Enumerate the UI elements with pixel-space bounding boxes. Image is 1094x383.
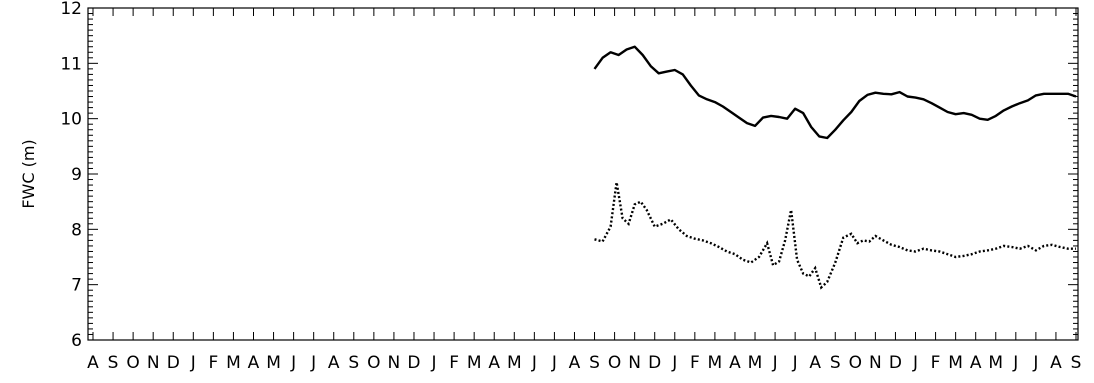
x-tick-label: S xyxy=(108,353,119,373)
x-tick-label: M xyxy=(708,353,723,373)
x-tick-label: A xyxy=(809,353,821,373)
x-tick-label: N xyxy=(869,353,882,373)
series-group xyxy=(593,45,1077,290)
x-tick-label: M xyxy=(748,353,763,373)
x-tick-label: M xyxy=(266,353,281,373)
x-tick-label: M xyxy=(948,353,963,373)
y-tick-label: 6 xyxy=(71,331,82,351)
y-tick-label: 8 xyxy=(71,220,82,240)
y-tick-label: 10 xyxy=(60,110,82,130)
y-tick-label: 9 xyxy=(71,165,82,185)
x-tick-label: A xyxy=(328,353,340,373)
x-tick-label: D xyxy=(648,353,661,373)
x-tick-label: A xyxy=(569,353,581,373)
x-tick-label: J xyxy=(531,353,537,373)
x-tick-label: M xyxy=(226,353,241,373)
x-tick-label: A xyxy=(87,353,99,373)
axis-ticks xyxy=(88,7,1078,341)
x-tick-label: O xyxy=(367,353,380,373)
x-tick-label: J xyxy=(290,353,296,373)
x-tick-label: J xyxy=(431,353,437,373)
x-tick-label: F xyxy=(931,353,941,373)
x-tick-label: J xyxy=(310,353,316,373)
x-tick-label: A xyxy=(1050,353,1062,373)
x-tick-label: J xyxy=(551,353,557,373)
x-tick-label: F xyxy=(690,353,700,373)
x-tick-label: D xyxy=(407,353,420,373)
x-tick-label: S xyxy=(1071,353,1082,373)
x-tick-label: J xyxy=(190,353,196,373)
plot-frame xyxy=(87,7,1079,341)
x-tick-label: J xyxy=(792,353,798,373)
x-tick-label: N xyxy=(628,353,641,373)
y-tick-labels: 6 7 8 9 10 11 12 xyxy=(60,0,82,351)
x-tick-label: O xyxy=(126,353,139,373)
x-tick-label: J xyxy=(671,353,677,373)
x-tick-label: A xyxy=(248,353,260,373)
series-line-dotted xyxy=(594,182,1076,290)
x-tick-label: S xyxy=(589,353,600,373)
x-tick-label: J xyxy=(772,353,778,373)
x-tick-label: M xyxy=(988,353,1003,373)
x-tick-label: S xyxy=(830,353,841,373)
y-tick-label: 7 xyxy=(71,276,82,296)
x-tick-label: N xyxy=(147,353,160,373)
y-tick-label: 11 xyxy=(60,54,82,74)
x-tick-label: M xyxy=(507,353,522,373)
x-tick-label: J xyxy=(912,353,918,373)
x-tick-label: J xyxy=(1032,353,1038,373)
x-tick-label: S xyxy=(348,353,359,373)
x-tick-label: D xyxy=(167,353,180,373)
x-tick-label: J xyxy=(1012,353,1018,373)
x-tick-label: O xyxy=(849,353,862,373)
x-tick-label: N xyxy=(388,353,401,373)
x-tick-label: O xyxy=(608,353,621,373)
y-axis-label: FWC (m) xyxy=(19,139,38,208)
y-tick-label: 12 xyxy=(60,0,82,19)
x-tick-label: M xyxy=(467,353,482,373)
x-tick-label: F xyxy=(449,353,459,373)
x-tick-label: A xyxy=(729,353,741,373)
x-tick-label: D xyxy=(889,353,902,373)
series-line-solid xyxy=(593,45,1077,140)
x-tick-label: A xyxy=(488,353,500,373)
x-tick-label: F xyxy=(208,353,218,373)
x-tick-label: A xyxy=(970,353,982,373)
